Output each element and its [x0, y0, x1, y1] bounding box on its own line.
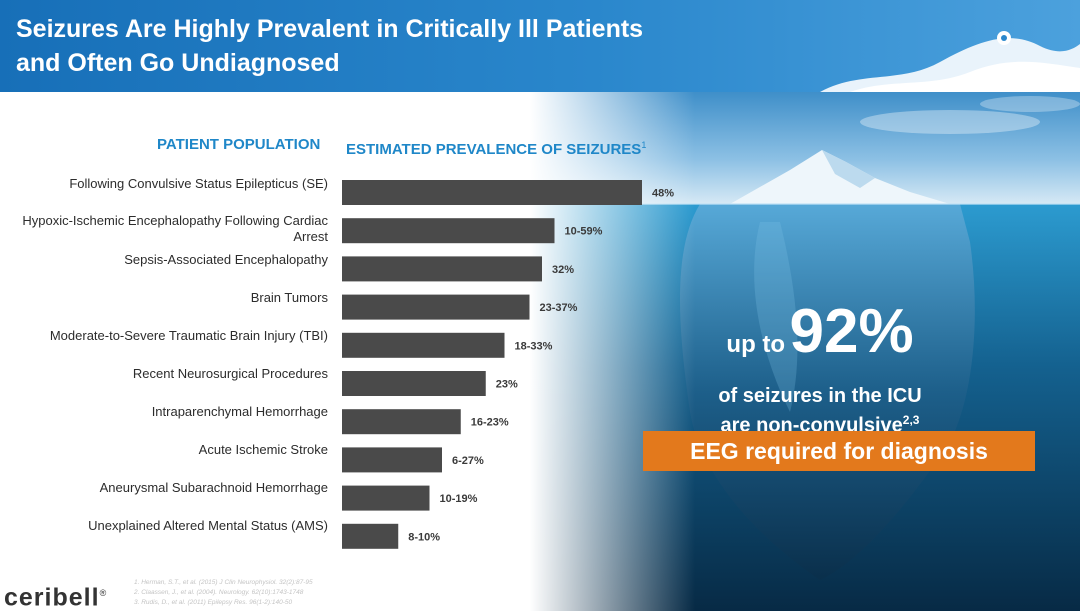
- category-label: Acute Ischemic Stroke: [198, 442, 328, 457]
- bar: [342, 294, 530, 320]
- prevalence-heading: ESTIMATED PREVALENCE OF SEIZURES1: [346, 136, 646, 159]
- bar: [342, 371, 486, 396]
- category-label: Aneurysmal Subarachnoid Hemorrhage: [99, 480, 328, 495]
- category-label: Following Convulsive Status Epilepticus …: [69, 176, 328, 191]
- bar-value-label: 8-10%: [408, 531, 440, 543]
- logo-text: ceribell: [4, 583, 100, 612]
- wave-decoration: [820, 31, 1080, 92]
- prevalence-heading-ref: 1: [641, 140, 647, 150]
- category-label: Recent Neurosurgical Procedures: [132, 366, 328, 381]
- reference-item: 3. Rudis, D., et al. (2011) Epilepsy Res…: [134, 599, 293, 606]
- bar-value-label: 16-23%: [471, 417, 509, 429]
- category-label: Brain Tumors: [250, 290, 328, 305]
- page-title-line-2: and Often Go Undiagnosed: [16, 49, 340, 77]
- callout-line-1: of seizures in the ICU: [718, 385, 922, 407]
- patient-population-heading: PATIENT POPULATION: [157, 136, 321, 153]
- eeg-required-banner: EEG required for diagnosis: [643, 431, 1035, 471]
- callout-line-2-ref: 2,3: [902, 413, 920, 427]
- category-label: Intraparenchymal Hemorrhage: [151, 404, 328, 419]
- bar: [342, 409, 461, 435]
- ceribell-logo: ceribell®: [4, 578, 106, 612]
- registered-mark: ®: [99, 588, 107, 598]
- bar: [342, 447, 442, 473]
- callout-up-to: up to: [726, 331, 786, 358]
- category-label: Sepsis-Associated Encephalopathy: [124, 252, 328, 267]
- category-label: Unexplained Altered Mental Status (AMS): [88, 518, 328, 533]
- bar: [342, 485, 430, 511]
- bar-value-label: 10-19%: [440, 493, 478, 505]
- reference-item: 2. Claassen, J., et al. (2004). Neurolog…: [134, 589, 304, 596]
- callout-stat: up to 92% of seizures in the ICU are non…: [660, 296, 980, 438]
- bar-value-label: 6-27%: [452, 455, 484, 467]
- bar-value-label: 23%: [496, 379, 518, 391]
- bar: [342, 256, 542, 282]
- reference-item: 1. Herman, S.T., et al. (2015) J Clin Ne…: [134, 579, 313, 586]
- callout-headline: up to 92%: [660, 296, 980, 384]
- iceberg-illustration: [530, 92, 1080, 611]
- prevalence-heading-text: ESTIMATED PREVALENCE OF SEIZURES: [346, 141, 642, 158]
- category-label: Hypoxic-Ischemic Encephalopathy Followin…: [22, 213, 328, 244]
- category-label: Moderate-to-Severe Traumatic Brain Injur…: [49, 328, 328, 343]
- header-banner: Seizures Are Highly Prevalent in Critica…: [0, 0, 1080, 92]
- references: 1. Herman, S.T., et al. (2015) J Clin Ne…: [134, 578, 313, 608]
- bar: [342, 523, 399, 549]
- bar: [342, 332, 505, 358]
- page-title-line-1: Seizures Are Highly Prevalent in Critica…: [16, 15, 644, 43]
- callout-percent: 92%: [789, 297, 914, 366]
- page-title: Seizures Are Highly Prevalent in Critica…: [16, 12, 643, 80]
- bar: [342, 218, 555, 244]
